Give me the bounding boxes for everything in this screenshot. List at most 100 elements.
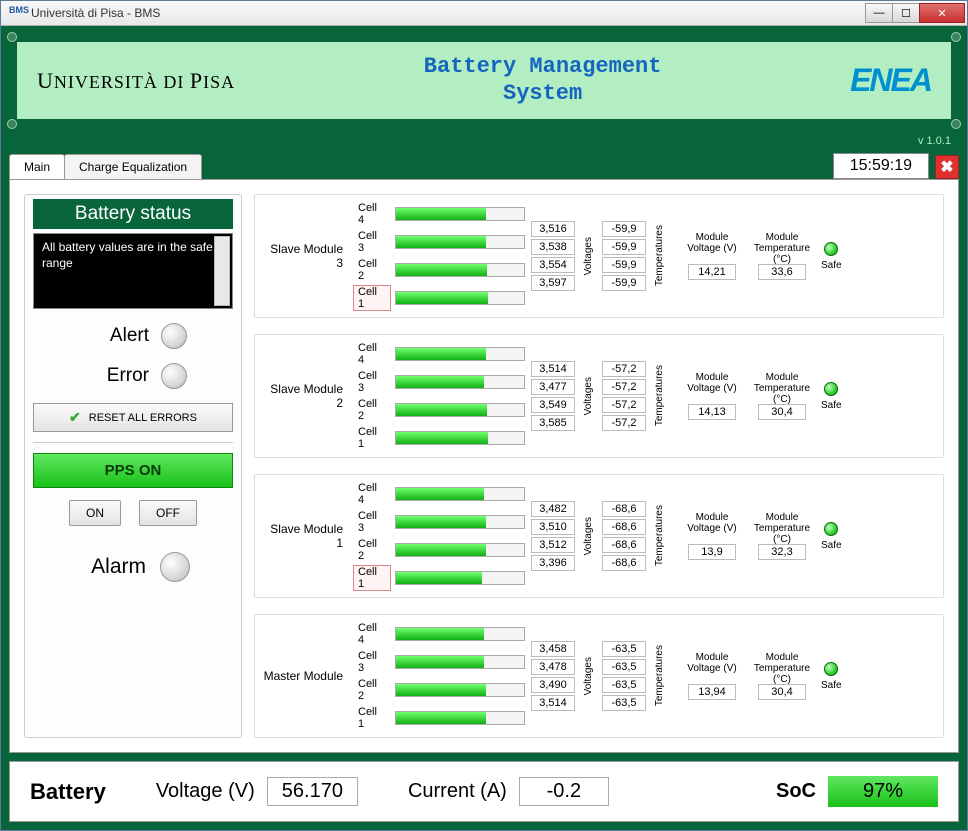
cell-temp-value: -68,6 bbox=[602, 501, 646, 517]
cell-voltage-value: 3,516 bbox=[531, 221, 575, 237]
cell-voltage-value: 3,396 bbox=[531, 555, 575, 571]
voltages-axis-label: Voltages bbox=[581, 657, 596, 695]
alert-label: Alert bbox=[79, 325, 149, 347]
module-voltage-value: 14,13 bbox=[688, 404, 736, 420]
cell-voltage-value: 3,482 bbox=[531, 501, 575, 517]
corner-screw-icon bbox=[7, 119, 17, 129]
titlebar[interactable]: BMS Università di Pisa - BMS — ☐ ✕ bbox=[1, 1, 967, 26]
module-voltage-header: Module Voltage (V) bbox=[681, 372, 743, 404]
close-button[interactable]: ✕ bbox=[919, 3, 965, 23]
cell-row: Cell 3 bbox=[353, 369, 525, 395]
cell-row: Cell 2 bbox=[353, 537, 525, 563]
cell-label: Cell 2 bbox=[353, 677, 391, 703]
cell-row: Cell 4 bbox=[353, 481, 525, 507]
modules-container: Slave Module 3 Cell 4 Cell 3 Cell 2 Cell… bbox=[254, 194, 944, 738]
cell-voltage-value: 3,458 bbox=[531, 641, 575, 657]
window-title: Università di Pisa - BMS bbox=[31, 6, 866, 20]
cell-row: Cell 1 bbox=[353, 705, 525, 731]
cell-bar bbox=[395, 655, 525, 669]
cell-bar bbox=[395, 571, 525, 585]
module-block: Slave Module 1 Cell 4 Cell 3 Cell 2 Cell… bbox=[254, 474, 944, 598]
cell-bar bbox=[395, 487, 525, 501]
cell-voltage-value: 3,554 bbox=[531, 257, 575, 273]
minimize-button[interactable]: — bbox=[865, 3, 893, 23]
module-voltage-header: Module Voltage (V) bbox=[681, 512, 743, 544]
cell-temp-value: -63,5 bbox=[602, 659, 646, 675]
module-name: Slave Module 3 bbox=[263, 242, 347, 270]
cell-voltage-value: 3,512 bbox=[531, 537, 575, 553]
module-voltage-value: 13,9 bbox=[688, 544, 736, 560]
voltages-axis-label: Voltages bbox=[581, 517, 596, 555]
reset-errors-button[interactable]: ✔ RESET ALL ERRORS bbox=[33, 403, 233, 432]
soc-label: SoC bbox=[776, 780, 816, 803]
cell-row: Cell 2 bbox=[353, 257, 525, 283]
cell-temp-value: -68,6 bbox=[602, 555, 646, 571]
voltages-axis-label: Voltages bbox=[581, 237, 596, 275]
cell-label: Cell 2 bbox=[353, 257, 391, 283]
clock-display: 15:59:19 bbox=[833, 153, 929, 179]
cell-bar bbox=[395, 543, 525, 557]
cell-bar bbox=[395, 515, 525, 529]
status-message-box[interactable]: All battery values are in the safe range bbox=[33, 233, 233, 309]
enea-logo: ENEA bbox=[850, 62, 931, 99]
module-block: Slave Module 3 Cell 4 Cell 3 Cell 2 Cell… bbox=[254, 194, 944, 318]
header-panel: UNIVERSITÀ DI PISA Battery Management Sy… bbox=[7, 32, 961, 129]
tab-main[interactable]: Main bbox=[9, 154, 65, 179]
module-temp-header: Module Temperature (°C) bbox=[751, 232, 813, 264]
temperatures-axis-label: Temperatures bbox=[652, 505, 667, 566]
cell-temp-value: -59,9 bbox=[602, 221, 646, 237]
module-block: Master Module Cell 4 Cell 3 Cell 2 Cell … bbox=[254, 614, 944, 738]
cell-row: Cell 2 bbox=[353, 397, 525, 423]
cell-temp-value: -57,2 bbox=[602, 415, 646, 431]
cell-temp-value: -63,5 bbox=[602, 641, 646, 657]
cell-row: Cell 4 bbox=[353, 621, 525, 647]
safe-led-icon bbox=[824, 662, 838, 676]
cell-voltage-value: 3,514 bbox=[531, 695, 575, 711]
module-voltage-value: 13,94 bbox=[688, 684, 736, 700]
pps-status-display: PPS ON bbox=[33, 453, 233, 488]
system-title: Battery Management System bbox=[424, 54, 662, 107]
cell-bar bbox=[395, 375, 525, 389]
temperatures-axis-label: Temperatures bbox=[652, 365, 667, 426]
voltage-value: 56.170 bbox=[267, 777, 358, 806]
maximize-button[interactable]: ☐ bbox=[892, 3, 920, 23]
pps-off-button[interactable]: OFF bbox=[139, 500, 197, 526]
tab-charge-equalization[interactable]: Charge Equalization bbox=[64, 154, 202, 179]
soc-value: 97% bbox=[828, 776, 938, 807]
cell-label: Cell 3 bbox=[353, 509, 391, 535]
corner-screw-icon bbox=[951, 119, 961, 129]
safe-label: Safe bbox=[821, 400, 842, 411]
module-name: Slave Module 2 bbox=[263, 382, 347, 410]
safe-label: Safe bbox=[821, 680, 842, 691]
module-temp-value: 32,3 bbox=[758, 544, 806, 560]
safe-label: Safe bbox=[821, 540, 842, 551]
cell-bar bbox=[395, 403, 525, 417]
error-label: Error bbox=[79, 365, 149, 387]
temperatures-axis-label: Temperatures bbox=[652, 645, 667, 706]
cell-label: Cell 2 bbox=[353, 397, 391, 423]
cell-label: Cell 4 bbox=[353, 481, 391, 507]
pps-on-button[interactable]: ON bbox=[69, 500, 121, 526]
cell-bar bbox=[395, 263, 525, 277]
temperatures-axis-label: Temperatures bbox=[652, 225, 667, 286]
close-app-button[interactable]: ✖ bbox=[935, 155, 959, 179]
cell-voltage-value: 3,549 bbox=[531, 397, 575, 413]
error-led-icon bbox=[161, 363, 187, 389]
cell-temp-value: -59,9 bbox=[602, 275, 646, 291]
cell-label: Cell 1 bbox=[353, 285, 391, 311]
cell-label: Cell 3 bbox=[353, 649, 391, 675]
cell-temp-value: -68,6 bbox=[602, 519, 646, 535]
cell-voltage-value: 3,510 bbox=[531, 519, 575, 535]
status-header: Battery status bbox=[33, 199, 233, 229]
voltage-label: Voltage (V) bbox=[156, 780, 255, 803]
cell-label: Cell 4 bbox=[353, 201, 391, 227]
module-temp-header: Module Temperature (°C) bbox=[751, 512, 813, 544]
cell-temp-value: -57,2 bbox=[602, 361, 646, 377]
cell-temp-value: -63,5 bbox=[602, 695, 646, 711]
university-logo: UNIVERSITÀ DI PISA bbox=[37, 68, 235, 94]
cell-label: Cell 1 bbox=[353, 565, 391, 591]
cell-temp-value: -63,5 bbox=[602, 677, 646, 693]
module-temp-value: 30,4 bbox=[758, 404, 806, 420]
module-voltage-header: Module Voltage (V) bbox=[681, 652, 743, 684]
module-temp-value: 33,6 bbox=[758, 264, 806, 280]
